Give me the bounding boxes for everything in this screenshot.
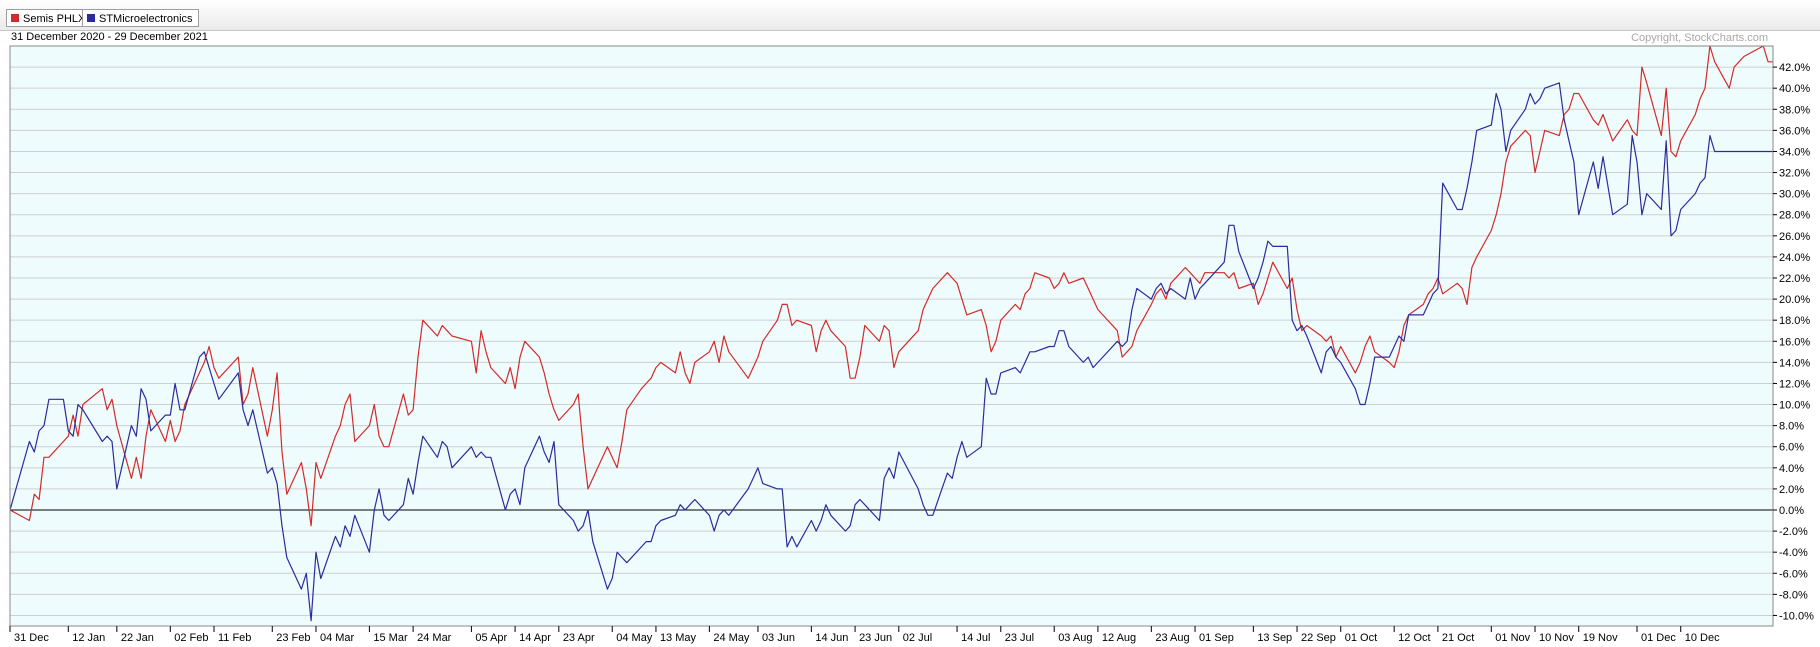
x-tick-label: 23 Jul bbox=[1005, 632, 1034, 644]
grid-lines bbox=[10, 66, 1773, 616]
plot-area-fill bbox=[10, 46, 1773, 626]
x-tick-label: 02 Jul bbox=[903, 632, 932, 644]
series-line-semis-phlx bbox=[9, 45, 1773, 527]
y-tick-label: 8.0% bbox=[1779, 421, 1804, 433]
x-tick-label: 01 Sep bbox=[1199, 632, 1234, 644]
x-tick-label: 23 Feb bbox=[276, 632, 310, 644]
chart-toolbar: Semis PHLX STMicroelectronics bbox=[0, 0, 1820, 31]
y-tick-label: 18.0% bbox=[1779, 315, 1810, 327]
date-range: 31 December 2020 - 29 December 2021 bbox=[11, 31, 208, 43]
plot-border bbox=[9, 45, 1774, 627]
x-tick-label: 11 Feb bbox=[218, 632, 251, 644]
y-tick-label: 36.0% bbox=[1779, 125, 1810, 137]
x-tick-label: 13 Sep bbox=[1257, 632, 1292, 644]
x-tick-label: 12 Aug bbox=[1102, 632, 1136, 644]
x-tick-label: 24 Mar bbox=[417, 632, 452, 644]
y-tick-label: 28.0% bbox=[1779, 210, 1810, 222]
series-line-stmicroelectronics bbox=[9, 82, 1773, 622]
y-tick-label: 16.0% bbox=[1779, 336, 1810, 348]
y-tick-label: 6.0% bbox=[1779, 442, 1804, 454]
x-tick-label: 23 Jun bbox=[859, 632, 892, 644]
y-tick-label: -8.0% bbox=[1779, 589, 1808, 601]
x-tick-label: 10 Dec bbox=[1685, 632, 1720, 644]
legend-swatch-semis-phlx bbox=[11, 14, 19, 22]
y-tick-label: 14.0% bbox=[1779, 357, 1810, 369]
x-tick-label: 13 May bbox=[660, 632, 697, 644]
y-tick-label: 10.0% bbox=[1779, 400, 1810, 412]
y-tick-label: 30.0% bbox=[1779, 189, 1810, 201]
x-tick-label: 14 Apr bbox=[519, 632, 551, 644]
x-tick-label: 01 Nov bbox=[1495, 632, 1530, 644]
y-tick-label: 2.0% bbox=[1779, 484, 1804, 496]
y-tick-label: -6.0% bbox=[1779, 568, 1808, 580]
x-tick-label: 03 Aug bbox=[1058, 632, 1092, 644]
x-tick-label: 15 Mar bbox=[373, 632, 408, 644]
x-tick-label: 04 May bbox=[616, 632, 653, 644]
x-tick-label: 14 Jun bbox=[815, 632, 848, 644]
x-axis: 31 Dec 12 Jan 22 Jan 02 Feb 11 Feb 23 Feb 04 M… bbox=[9, 626, 1720, 644]
plot-background bbox=[10, 46, 1773, 626]
x-tick-label: 22 Jan bbox=[121, 632, 154, 644]
y-tick-label: 20.0% bbox=[1779, 294, 1810, 306]
series-lines bbox=[9, 45, 1773, 622]
x-tick-label: 05 Apr bbox=[475, 632, 507, 644]
x-tick-label: 14 Jul bbox=[961, 632, 990, 644]
y-axis: -10.0% -8.0% -6.0% -4.0% -2.0% 0.0% 2.0% 4.0% 6.… bbox=[1773, 62, 1814, 622]
x-tick-label: 03 Jun bbox=[762, 632, 795, 644]
y-tick-label: 22.0% bbox=[1779, 273, 1810, 285]
y-tick-label: 40.0% bbox=[1779, 83, 1810, 95]
x-tick-label: 10 Nov bbox=[1539, 632, 1574, 644]
x-tick-label: 31 Dec bbox=[14, 632, 49, 644]
y-tick-label: 0.0% bbox=[1779, 505, 1804, 517]
y-tick-label: 42.0% bbox=[1779, 62, 1810, 74]
y-tick-label: 26.0% bbox=[1779, 231, 1810, 243]
x-tick-label: 04 Mar bbox=[320, 632, 355, 644]
y-tick-label: 24.0% bbox=[1779, 252, 1810, 264]
legend-label-stmicroelectronics: STMicroelectronics bbox=[99, 13, 193, 25]
x-tick-label: 19 Nov bbox=[1583, 632, 1618, 644]
x-tick-label: 12 Oct bbox=[1398, 632, 1430, 644]
x-tick-label: 12 Jan bbox=[72, 632, 105, 644]
x-tick-label: 24 May bbox=[713, 632, 750, 644]
x-tick-label: 01 Oct bbox=[1345, 632, 1377, 644]
y-tick-label: 34.0% bbox=[1779, 146, 1810, 158]
y-tick-label: -10.0% bbox=[1779, 610, 1814, 622]
x-tick-label: 02 Feb bbox=[174, 632, 208, 644]
x-tick-label: 23 Apr bbox=[563, 632, 595, 644]
x-tick-label: 21 Oct bbox=[1442, 632, 1474, 644]
y-tick-label: -4.0% bbox=[1779, 547, 1808, 559]
x-tick-label: 23 Aug bbox=[1155, 632, 1189, 644]
y-tick-label: 38.0% bbox=[1779, 104, 1810, 116]
y-tick-label: 32.0% bbox=[1779, 168, 1810, 180]
x-tick-label: 22 Sep bbox=[1301, 632, 1336, 644]
x-tick-label: 01 Dec bbox=[1641, 632, 1676, 644]
legend-button-stmicroelectronics[interactable]: STMicroelectronics bbox=[82, 9, 199, 27]
plot-frame bbox=[9, 45, 1774, 627]
y-tick-label: 12.0% bbox=[1779, 378, 1810, 390]
y-tick-label: 4.0% bbox=[1779, 463, 1804, 475]
legend-swatch-stmicroelectronics bbox=[87, 14, 95, 22]
copyright-text: Copyright, StockCharts.com bbox=[1631, 32, 1768, 44]
y-tick-label: -2.0% bbox=[1779, 526, 1808, 538]
legend-label-semis-phlx: Semis PHLX bbox=[23, 13, 86, 25]
